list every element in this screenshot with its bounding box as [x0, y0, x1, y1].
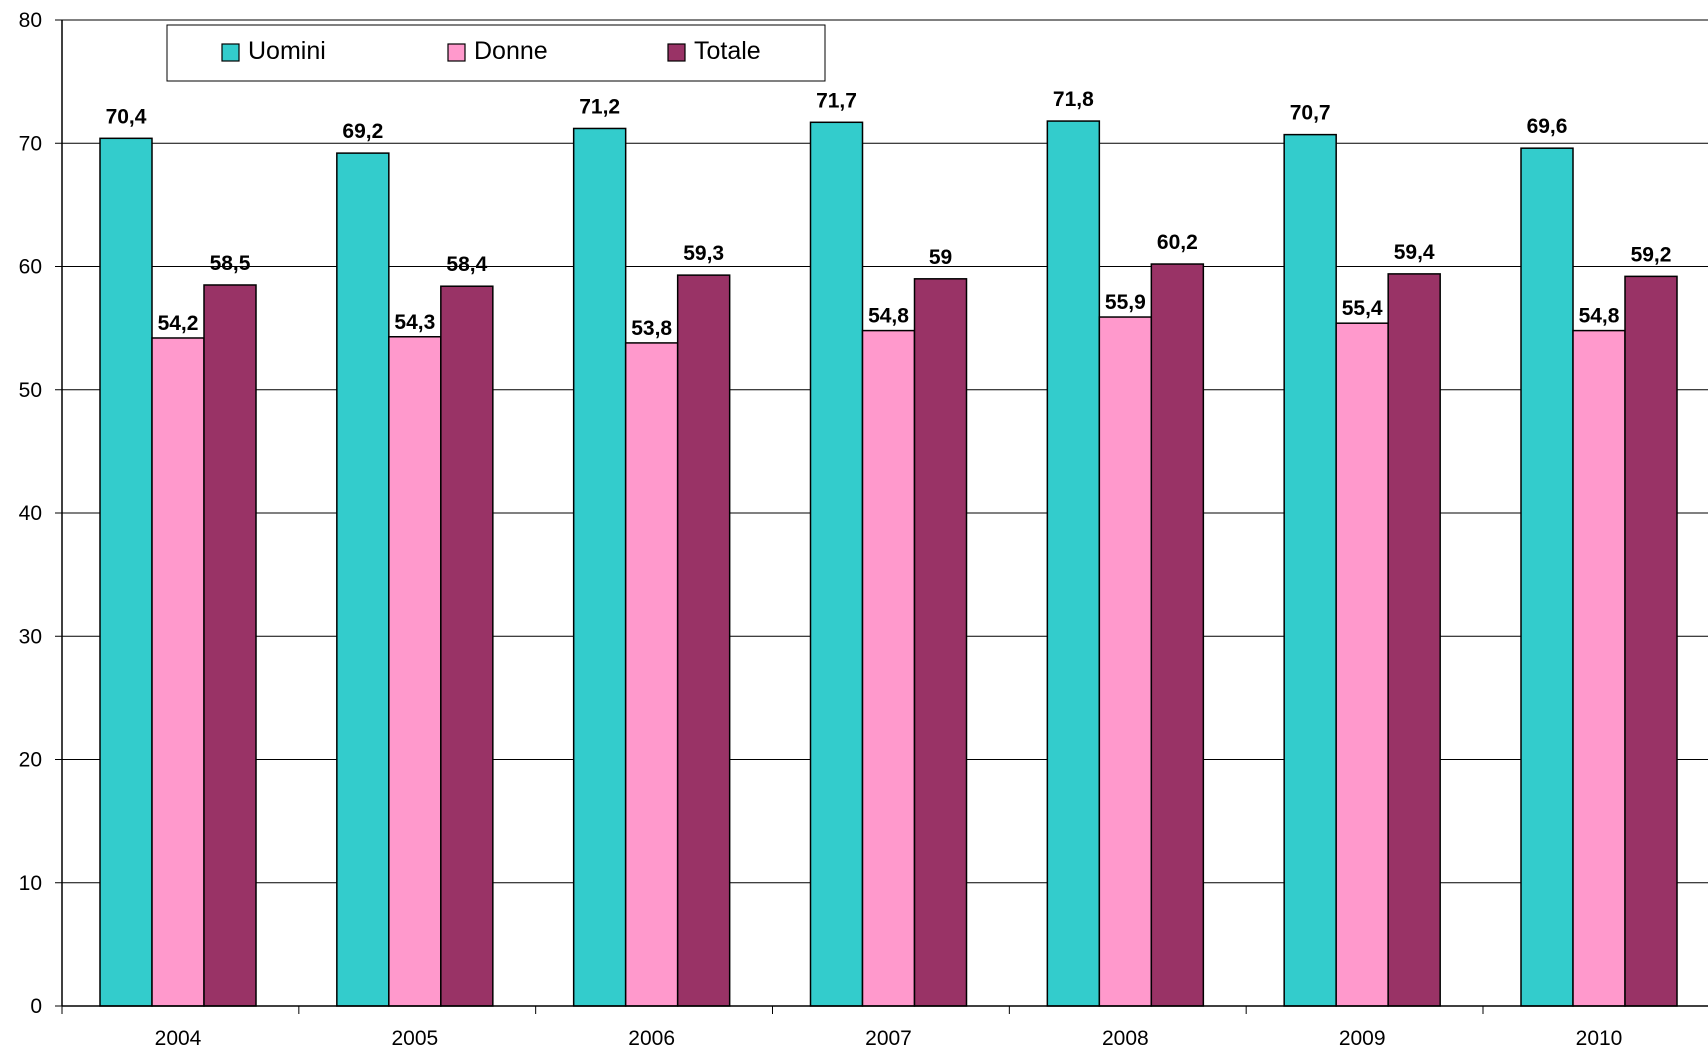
bar-totale-2010: [1624, 275, 1678, 1007]
bar-donne-2004: [151, 337, 205, 1007]
y-tick-label: 60: [19, 256, 42, 279]
bar-totale-2008: [1150, 263, 1205, 1007]
data-label: 71,2: [579, 95, 620, 118]
data-label: 59: [929, 246, 952, 269]
data-label: 55,4: [1342, 297, 1383, 320]
bar-totale-2007: [913, 278, 968, 1007]
y-tick-label: 50: [19, 379, 42, 402]
y-tick-label: 30: [19, 625, 42, 648]
bar-uomini-2009: [1283, 133, 1337, 1007]
x-tick-label: 2004: [155, 1027, 202, 1049]
bar-donne-2010: [1572, 329, 1626, 1007]
data-label: 59,4: [1394, 241, 1435, 264]
y-axis-tick-labels: 0 10 20 30 40 50 60 70 80: [19, 9, 42, 1018]
bar-uomini-2006: [572, 127, 627, 1007]
bar-donne-2009: [1335, 322, 1389, 1007]
x-axis-tick-labels: 2004 2005 2006 2007 2008 2009 2010: [155, 1027, 1623, 1049]
legend-swatch-totale: [667, 43, 686, 62]
bar-totale-2005: [440, 285, 494, 1007]
y-tick-label: 20: [19, 749, 42, 772]
bar-uomini-2007: [809, 121, 864, 1007]
y-tick-label: 0: [30, 995, 42, 1018]
data-label: 71,8: [1053, 88, 1094, 111]
data-label: 55,9: [1105, 291, 1146, 314]
x-tick-label: 2005: [391, 1027, 438, 1049]
legend-swatch-donne: [447, 43, 466, 62]
legend-box: [166, 24, 826, 82]
legend-label-uomini: Uomini: [248, 37, 326, 65]
bar-uomini-2010: [1520, 147, 1574, 1007]
data-label: 60,2: [1157, 231, 1198, 254]
y-tick-label: 40: [19, 502, 42, 525]
bar-donne-2007: [861, 329, 916, 1007]
y-tick-label: 10: [19, 872, 42, 895]
axes: [55, 19, 1708, 1014]
bar-totale-2009: [1387, 273, 1441, 1007]
data-label: 58,5: [210, 252, 251, 275]
bar-totale-2006: [676, 274, 731, 1007]
x-tick-label: 2008: [1102, 1027, 1149, 1049]
data-label: 70,7: [1290, 102, 1331, 125]
bar-totale-2004: [203, 284, 257, 1007]
bar-donne-2006: [624, 342, 679, 1007]
data-label: 59,2: [1631, 243, 1672, 266]
y-tick-label: 80: [19, 9, 42, 32]
data-label: 54,2: [158, 312, 199, 335]
data-label: 70,4: [106, 105, 147, 128]
bars: [99, 120, 1678, 1007]
data-label: 54,8: [868, 305, 909, 328]
data-label: 54,8: [1579, 305, 1620, 328]
legend-label-donne: Donne: [474, 37, 548, 65]
data-label: 54,3: [394, 311, 435, 334]
x-tick-label: 2010: [1576, 1027, 1623, 1049]
data-label: 69,2: [342, 120, 383, 143]
data-label: 53,8: [631, 317, 672, 340]
data-labels: 70,4 69,2 71,2 71,7 71,8 70,7 69,6 54,2 54,3 53,8…: [106, 88, 1672, 340]
bar-uomini-2004: [99, 137, 153, 1007]
bar-uomini-2008: [1046, 120, 1101, 1007]
y-tick-label: 70: [19, 132, 42, 155]
bar-uomini-2005: [336, 152, 390, 1007]
data-label: 58,4: [446, 253, 487, 276]
data-label: 69,6: [1527, 115, 1568, 138]
x-tick-label: 2006: [628, 1027, 675, 1049]
legend-swatch-uomini: [221, 43, 240, 62]
legend-label-totale: Totale: [694, 37, 761, 65]
x-tick-label: 2009: [1339, 1027, 1386, 1049]
x-tick-label: 2007: [865, 1027, 912, 1049]
bar-donne-2005: [388, 336, 442, 1007]
data-label: 59,3: [683, 242, 724, 265]
bar-donne-2008: [1098, 316, 1153, 1007]
legend: Uomini Donne Totale: [166, 24, 826, 82]
data-label: 71,7: [816, 89, 857, 112]
